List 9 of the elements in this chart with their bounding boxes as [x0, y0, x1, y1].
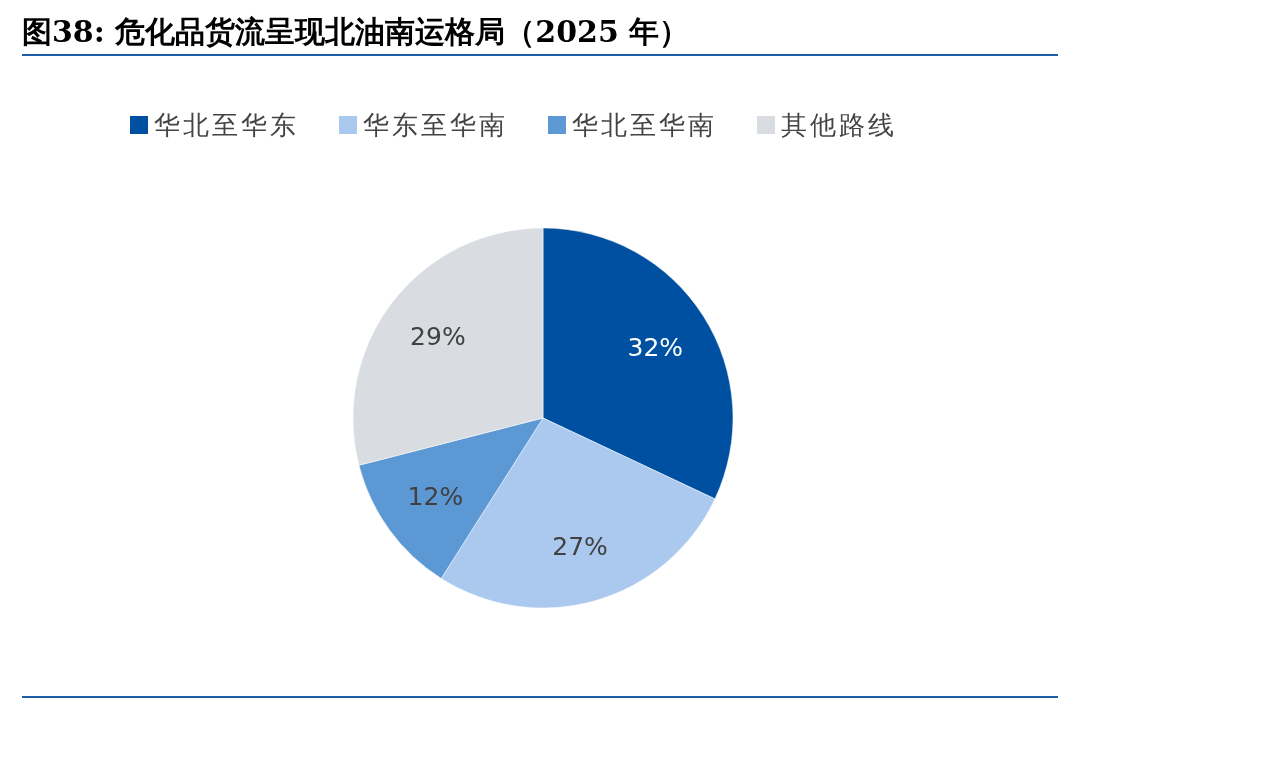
- legend-label: 其他路线: [781, 110, 897, 140]
- legend-label: 华北至华东: [154, 110, 299, 140]
- legend-label: 华东至华南: [363, 110, 508, 140]
- data-label: 29%: [410, 322, 466, 352]
- legend-label: 华北至华南: [572, 110, 717, 140]
- chart-title: 图38: 危化品货流呈现北油南运格局（2025 年）: [22, 14, 690, 49]
- data-label: 27%: [552, 531, 608, 561]
- data-label: 32%: [627, 332, 684, 362]
- data-label: 12%: [407, 482, 464, 512]
